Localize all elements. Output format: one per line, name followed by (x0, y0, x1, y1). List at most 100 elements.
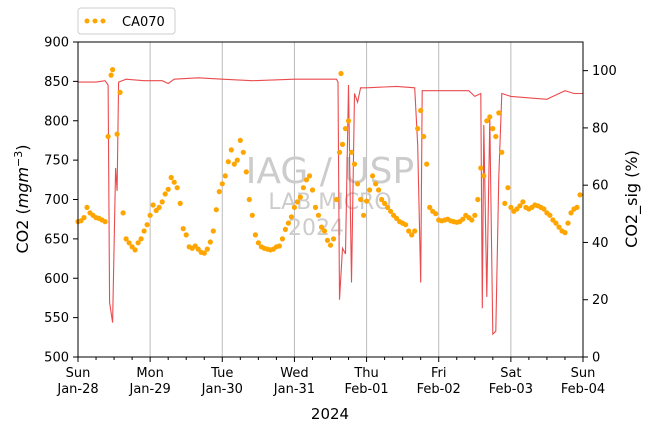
co2-point (520, 199, 526, 205)
x-tick-label-day: Tue (210, 366, 233, 381)
x-tick-label-day: Mon (136, 366, 163, 381)
co2-point (309, 187, 316, 193)
co2-point (315, 212, 322, 218)
co2-point (403, 222, 409, 228)
y-right-tick-label: 40 (592, 236, 609, 251)
co2-point (338, 70, 344, 77)
co2-point (505, 185, 511, 191)
co2-point (460, 216, 466, 222)
co2-point (499, 149, 505, 155)
co2-point (342, 126, 349, 132)
co2-point (141, 228, 147, 234)
co2-point (207, 239, 213, 245)
co2-point (294, 199, 300, 205)
co2-point (553, 220, 559, 226)
co2-point (373, 181, 379, 187)
x-tick-label-date: Jan-30 (201, 382, 243, 397)
co2-point (213, 207, 219, 213)
co2-point (517, 203, 523, 209)
co2-point (123, 236, 129, 242)
x-tick-label-date: Jan-29 (129, 382, 171, 397)
co2-point (168, 174, 174, 181)
co2-point (487, 114, 493, 120)
co2-point (556, 224, 562, 230)
x-tick-label-date: Feb-04 (561, 382, 605, 397)
y-left-tick-label: 550 (44, 311, 69, 326)
x-tick-label-day: Sat (500, 366, 521, 381)
co2-point (345, 118, 352, 124)
x-tick-label-date: Feb-02 (417, 382, 461, 397)
x-tick-label-date: Feb-03 (489, 382, 533, 397)
x-tick-label-date: Jan-31 (273, 382, 315, 397)
co2-point (183, 232, 189, 238)
y-left-tick-label: 850 (44, 75, 69, 90)
co2-point (159, 199, 165, 205)
legend-marker (100, 18, 106, 24)
legend-box (77, 7, 176, 35)
co2-sig-line (78, 77, 583, 336)
x-tick-label-day: Fri (431, 366, 447, 381)
legend-marker (84, 18, 90, 24)
co2-point (171, 179, 177, 185)
co2-point (234, 157, 240, 163)
y-left-tick-label: 500 (44, 351, 69, 366)
co2-point (574, 204, 580, 210)
co2-point (147, 212, 153, 218)
co2-point (469, 217, 475, 223)
x-tick-label-day: Sun (571, 366, 596, 381)
co2-point (255, 240, 261, 246)
watermark-line-1: IAG / USP (246, 151, 414, 192)
x-tick-label-day: Wed (280, 366, 308, 381)
co2-point (412, 228, 418, 234)
co2-point (382, 200, 388, 206)
co2-point (297, 194, 303, 200)
co2-point (219, 181, 225, 187)
grid-lines (149, 42, 512, 357)
right-axis: 0 20 40 60 80 100 (583, 64, 617, 366)
co2-point (333, 196, 340, 203)
co2-point (327, 242, 334, 248)
y-right-tick-label: 100 (592, 64, 617, 79)
co2-point (568, 210, 574, 216)
co2-point (162, 191, 168, 197)
co2-point (475, 196, 481, 203)
co2-point (225, 159, 231, 165)
co2-point (135, 240, 141, 246)
co2-point (279, 236, 285, 242)
co2-point (370, 173, 376, 179)
co2-point (421, 133, 427, 140)
co2-point (300, 185, 306, 191)
co2-sig-series (78, 77, 583, 336)
co2-point (138, 236, 144, 242)
co2-point (282, 226, 288, 232)
co2-point (120, 210, 126, 216)
co2-point (433, 211, 439, 217)
y-left-tick-label: 650 (44, 232, 69, 247)
legend-marker (92, 18, 98, 24)
co2-point (228, 147, 234, 153)
co2-point (204, 246, 210, 252)
co2-point (385, 204, 391, 210)
y-left-tick-label: 700 (44, 193, 69, 208)
co2-point (418, 107, 424, 114)
y-left-tick-label: 750 (44, 154, 69, 169)
co2-point (81, 215, 87, 221)
x-tick-label-date: Feb-01 (344, 382, 388, 397)
co2-point (243, 169, 249, 175)
watermark-line-3: 2024 (288, 216, 344, 241)
co2-point (180, 226, 186, 232)
co2-point (117, 89, 123, 95)
co2-point (321, 228, 328, 234)
co2-point (306, 173, 313, 179)
co2-point (84, 204, 90, 210)
co2-point (312, 204, 319, 210)
x-axis: SunJan-28MonJan-29TueJan-30WedJan-31ThuF… (56, 357, 605, 397)
co2-point (237, 137, 243, 143)
co2-point (336, 149, 343, 155)
co2-point (355, 181, 361, 187)
y-axis-left-title: CO2 (mgm−3) (12, 144, 32, 253)
co2-point (132, 247, 138, 253)
legend: CA070 (77, 7, 176, 35)
co2-point (177, 200, 183, 206)
